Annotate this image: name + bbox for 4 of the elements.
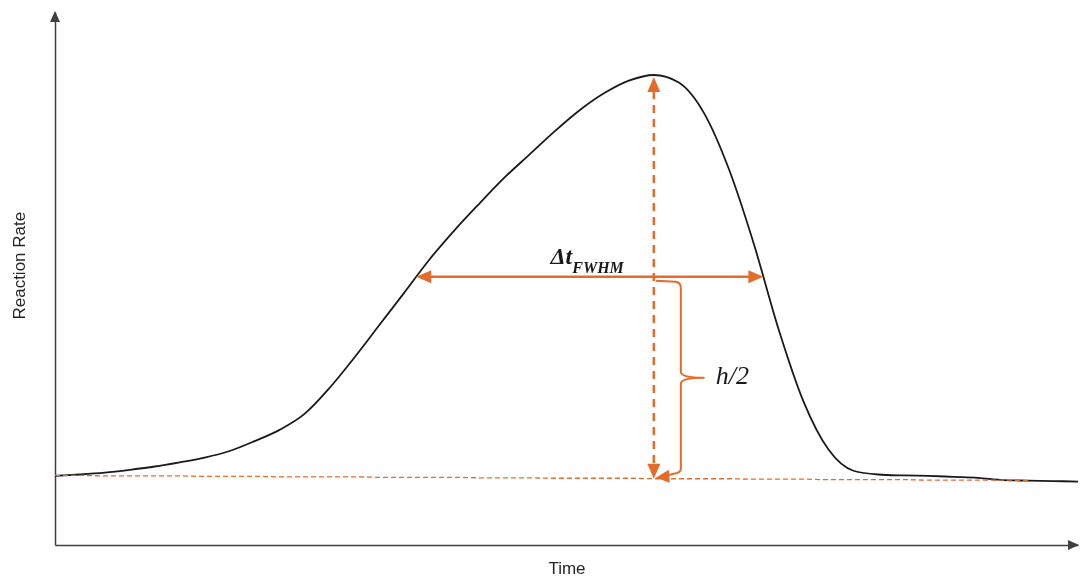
annotation: Δt$_{FWHM}$ — [549, 242, 625, 276]
annotation: h/2 — [715, 360, 750, 390]
y-axis-title: Reaction Rate — [9, 211, 29, 320]
x-axis-title: Time — [548, 558, 586, 578]
